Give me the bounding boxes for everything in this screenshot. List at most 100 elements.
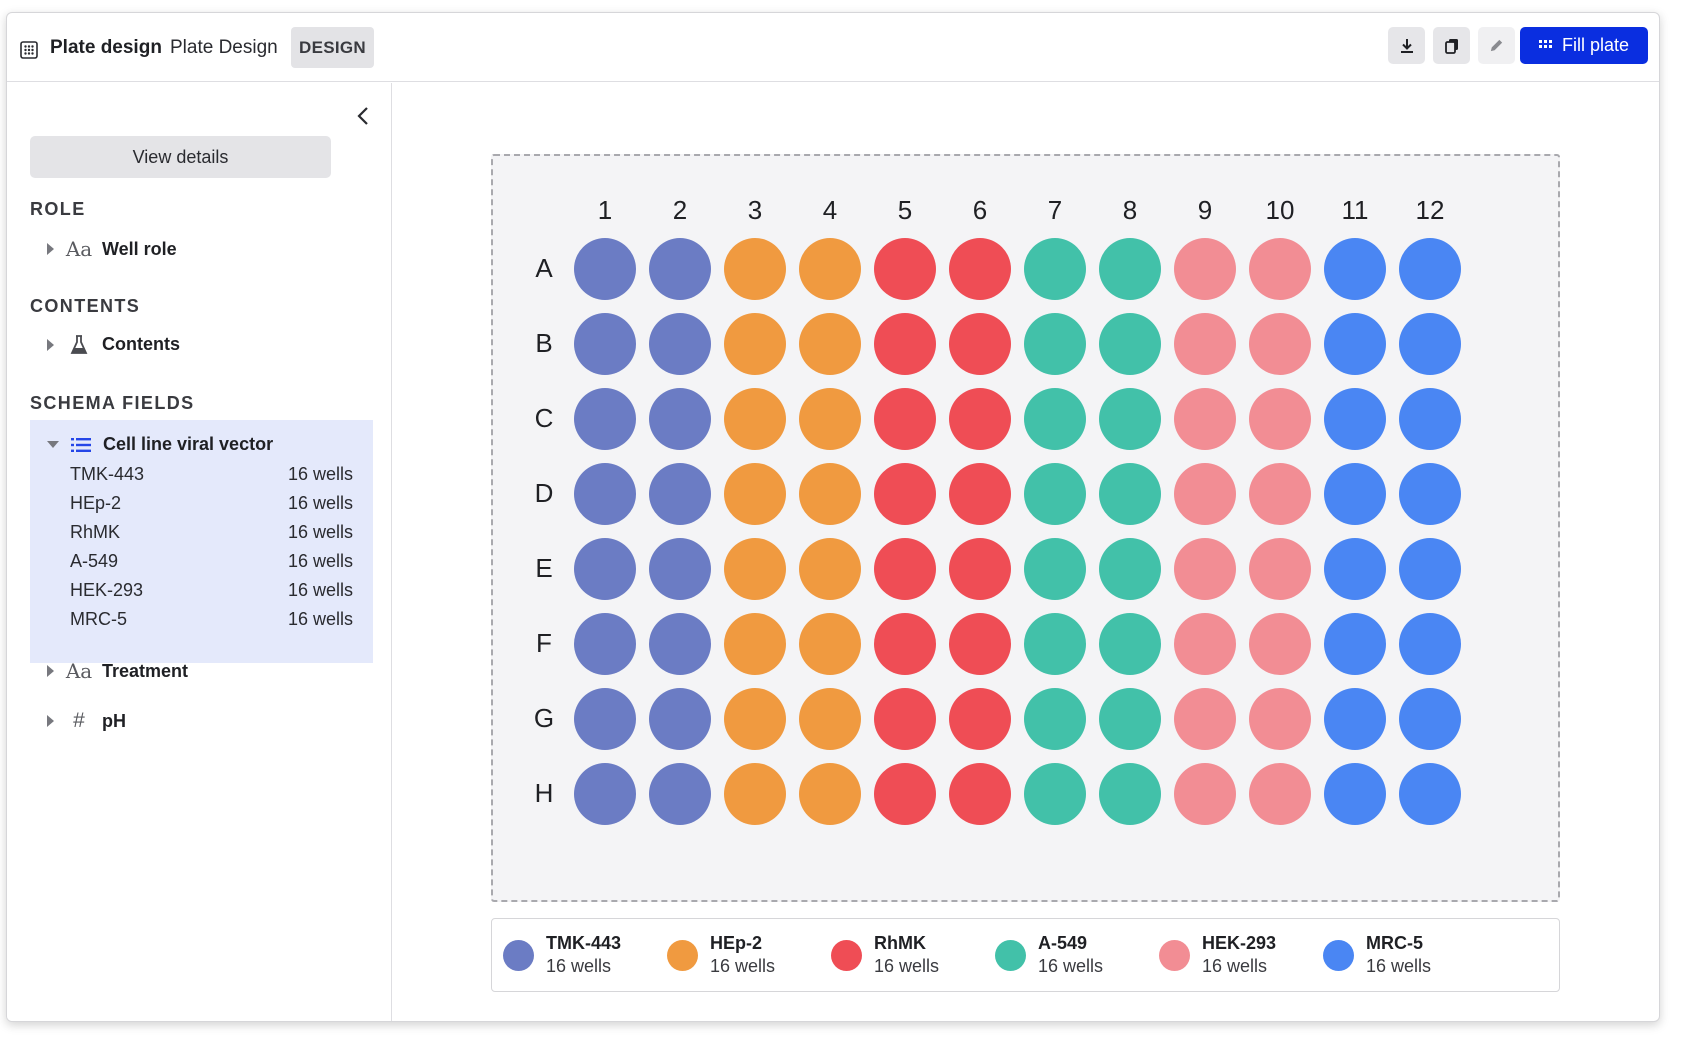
well-D1[interactable] bbox=[574, 463, 636, 525]
well-C10[interactable] bbox=[1249, 388, 1311, 450]
well-G2[interactable] bbox=[649, 688, 711, 750]
well-A1[interactable] bbox=[574, 238, 636, 300]
well-H2[interactable] bbox=[649, 763, 711, 825]
well-E3[interactable] bbox=[724, 538, 786, 600]
well-B6[interactable] bbox=[949, 313, 1011, 375]
well-F9[interactable] bbox=[1174, 613, 1236, 675]
well-E4[interactable] bbox=[799, 538, 861, 600]
well-E1[interactable] bbox=[574, 538, 636, 600]
well-C8[interactable] bbox=[1099, 388, 1161, 450]
well-G8[interactable] bbox=[1099, 688, 1161, 750]
well-C9[interactable] bbox=[1174, 388, 1236, 450]
schema-item[interactable]: HEK-293 16 wells bbox=[70, 580, 353, 601]
well-G9[interactable] bbox=[1174, 688, 1236, 750]
schema-item[interactable]: A-549 16 wells bbox=[70, 551, 353, 572]
well-B10[interactable] bbox=[1249, 313, 1311, 375]
well-E9[interactable] bbox=[1174, 538, 1236, 600]
well-E2[interactable] bbox=[649, 538, 711, 600]
tree-item-ph[interactable]: # pH bbox=[47, 709, 126, 733]
well-F2[interactable] bbox=[649, 613, 711, 675]
well-C12[interactable] bbox=[1399, 388, 1461, 450]
well-A4[interactable] bbox=[799, 238, 861, 300]
well-G11[interactable] bbox=[1324, 688, 1386, 750]
well-F4[interactable] bbox=[799, 613, 861, 675]
well-B2[interactable] bbox=[649, 313, 711, 375]
well-F5[interactable] bbox=[874, 613, 936, 675]
well-D11[interactable] bbox=[1324, 463, 1386, 525]
view-details-button[interactable]: View details bbox=[30, 136, 331, 178]
well-C7[interactable] bbox=[1024, 388, 1086, 450]
well-B12[interactable] bbox=[1399, 313, 1461, 375]
schema-item[interactable]: MRC-5 16 wells bbox=[70, 609, 353, 630]
well-G12[interactable] bbox=[1399, 688, 1461, 750]
well-H8[interactable] bbox=[1099, 763, 1161, 825]
well-E8[interactable] bbox=[1099, 538, 1161, 600]
well-F10[interactable] bbox=[1249, 613, 1311, 675]
well-C11[interactable] bbox=[1324, 388, 1386, 450]
well-D3[interactable] bbox=[724, 463, 786, 525]
well-A9[interactable] bbox=[1174, 238, 1236, 300]
schema-item[interactable]: TMK-443 16 wells bbox=[70, 464, 353, 485]
well-H3[interactable] bbox=[724, 763, 786, 825]
well-H4[interactable] bbox=[799, 763, 861, 825]
well-F12[interactable] bbox=[1399, 613, 1461, 675]
well-C4[interactable] bbox=[799, 388, 861, 450]
chevron-left-icon[interactable] bbox=[353, 105, 375, 127]
fill-plate-button[interactable]: Fill plate bbox=[1520, 27, 1648, 64]
well-H7[interactable] bbox=[1024, 763, 1086, 825]
well-G1[interactable] bbox=[574, 688, 636, 750]
well-D5[interactable] bbox=[874, 463, 936, 525]
well-H9[interactable] bbox=[1174, 763, 1236, 825]
well-F7[interactable] bbox=[1024, 613, 1086, 675]
well-F11[interactable] bbox=[1324, 613, 1386, 675]
well-C3[interactable] bbox=[724, 388, 786, 450]
copy-button[interactable] bbox=[1433, 27, 1470, 64]
tree-item-contents[interactable]: Contents bbox=[47, 334, 180, 355]
well-A3[interactable] bbox=[724, 238, 786, 300]
well-E10[interactable] bbox=[1249, 538, 1311, 600]
well-H12[interactable] bbox=[1399, 763, 1461, 825]
well-A11[interactable] bbox=[1324, 238, 1386, 300]
plate-grid[interactable]: 1 2 3 4 5 6 7 8 9 10 11 12 A B C D E F G H bbox=[491, 154, 1560, 902]
schema-field-header[interactable]: Cell line viral vector bbox=[47, 434, 273, 455]
well-D8[interactable] bbox=[1099, 463, 1161, 525]
well-B9[interactable] bbox=[1174, 313, 1236, 375]
well-A6[interactable] bbox=[949, 238, 1011, 300]
well-F3[interactable] bbox=[724, 613, 786, 675]
download-button[interactable] bbox=[1388, 27, 1425, 64]
edit-button[interactable] bbox=[1478, 27, 1515, 64]
well-D12[interactable] bbox=[1399, 463, 1461, 525]
well-G5[interactable] bbox=[874, 688, 936, 750]
document-title[interactable]: Plate Design bbox=[170, 37, 278, 58]
well-G3[interactable] bbox=[724, 688, 786, 750]
well-G6[interactable] bbox=[949, 688, 1011, 750]
well-E7[interactable] bbox=[1024, 538, 1086, 600]
well-G7[interactable] bbox=[1024, 688, 1086, 750]
well-D2[interactable] bbox=[649, 463, 711, 525]
well-B4[interactable] bbox=[799, 313, 861, 375]
well-B8[interactable] bbox=[1099, 313, 1161, 375]
well-D6[interactable] bbox=[949, 463, 1011, 525]
well-B11[interactable] bbox=[1324, 313, 1386, 375]
well-F6[interactable] bbox=[949, 613, 1011, 675]
well-G4[interactable] bbox=[799, 688, 861, 750]
well-A7[interactable] bbox=[1024, 238, 1086, 300]
well-C6[interactable] bbox=[949, 388, 1011, 450]
well-H1[interactable] bbox=[574, 763, 636, 825]
well-E12[interactable] bbox=[1399, 538, 1461, 600]
well-F8[interactable] bbox=[1099, 613, 1161, 675]
well-C2[interactable] bbox=[649, 388, 711, 450]
well-H10[interactable] bbox=[1249, 763, 1311, 825]
well-A10[interactable] bbox=[1249, 238, 1311, 300]
well-E11[interactable] bbox=[1324, 538, 1386, 600]
well-H11[interactable] bbox=[1324, 763, 1386, 825]
well-D10[interactable] bbox=[1249, 463, 1311, 525]
well-E5[interactable] bbox=[874, 538, 936, 600]
well-B3[interactable] bbox=[724, 313, 786, 375]
well-B7[interactable] bbox=[1024, 313, 1086, 375]
well-G10[interactable] bbox=[1249, 688, 1311, 750]
tree-item-treatment[interactable]: Aa Treatment bbox=[47, 659, 188, 683]
well-B5[interactable] bbox=[874, 313, 936, 375]
well-D9[interactable] bbox=[1174, 463, 1236, 525]
well-B1[interactable] bbox=[574, 313, 636, 375]
